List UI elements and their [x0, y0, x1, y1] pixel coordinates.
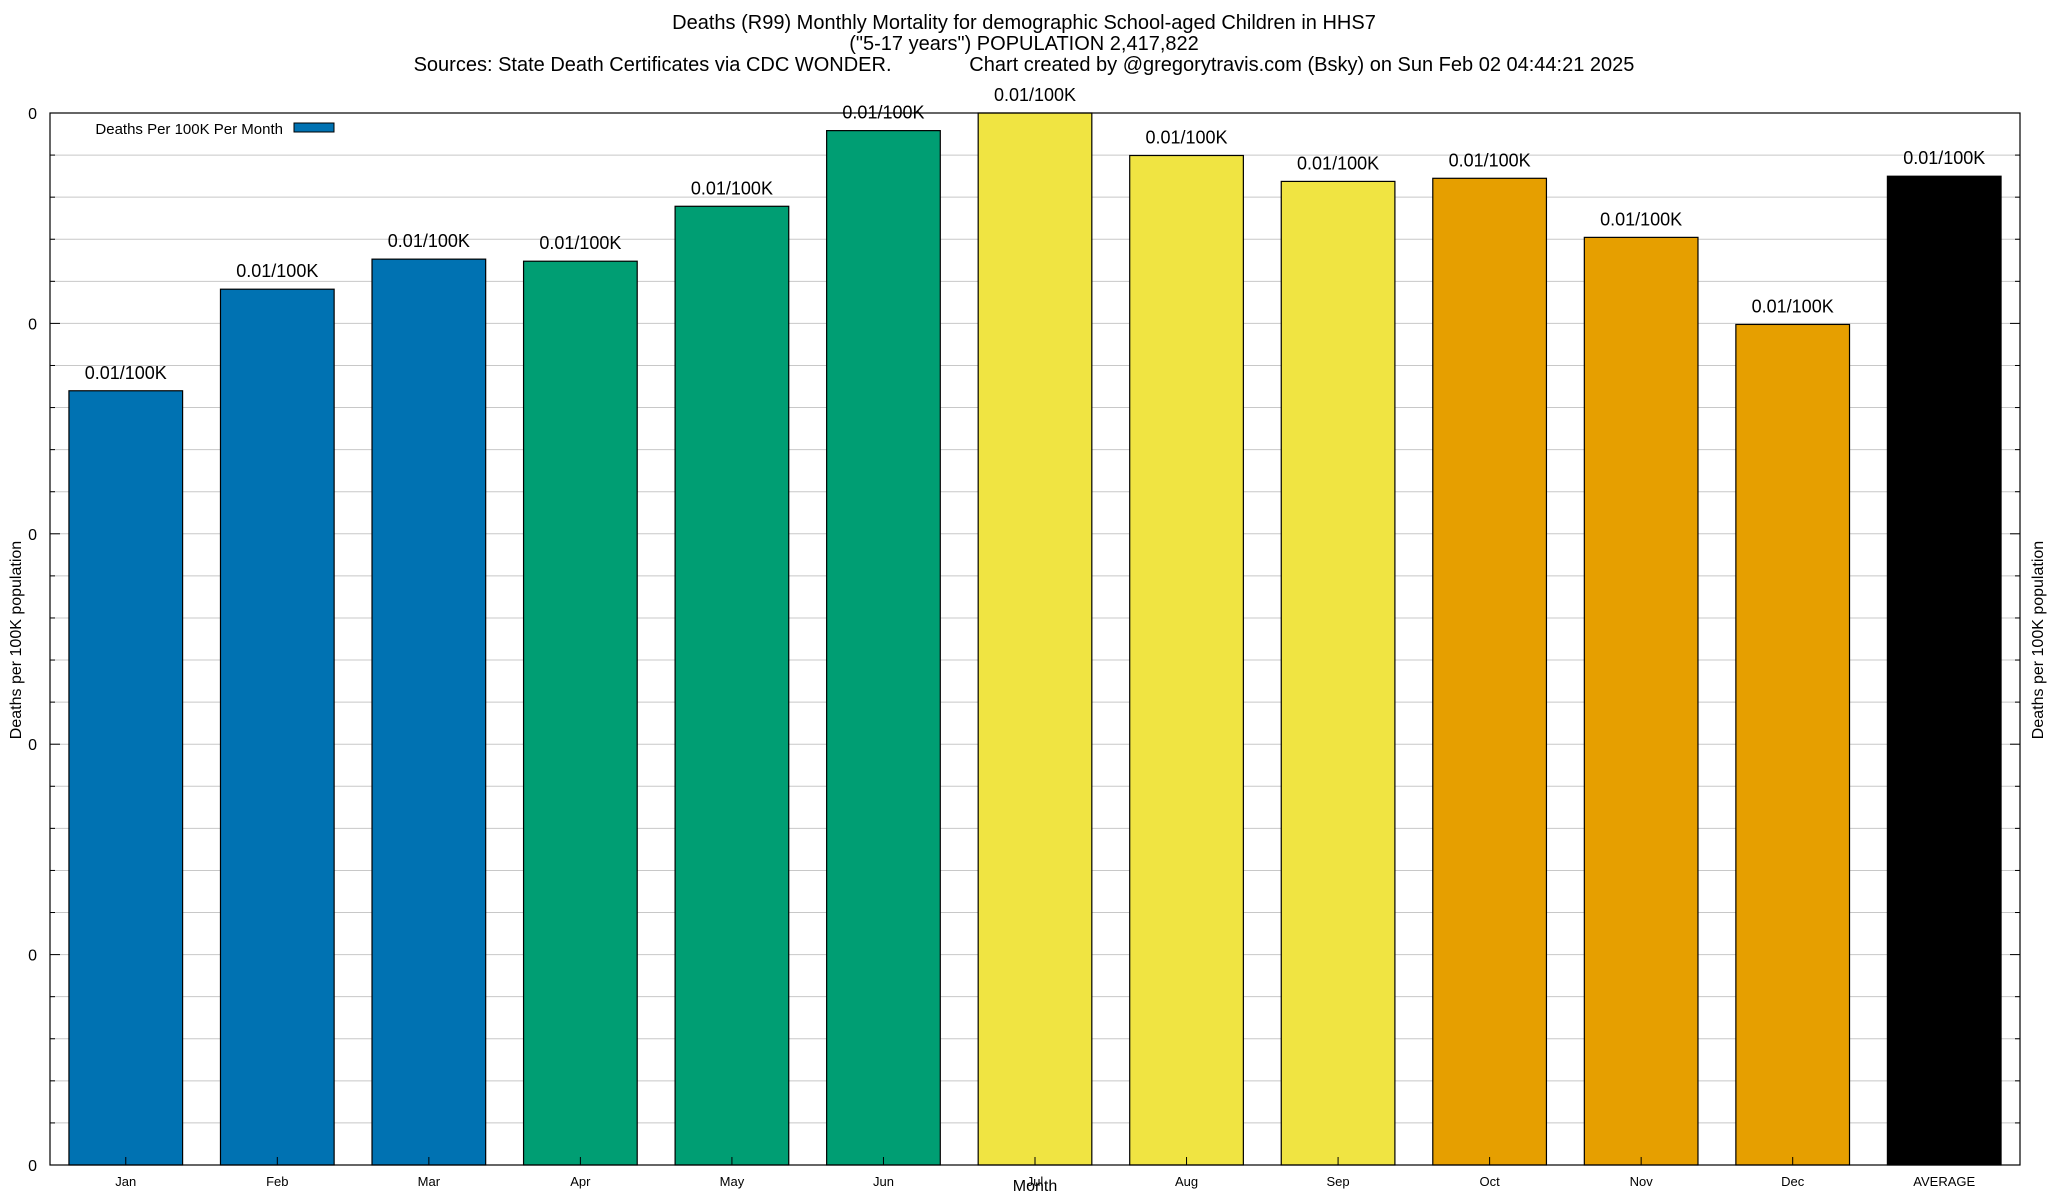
bar-jan [68, 390, 184, 1166]
x-tick-label: Mar [418, 1174, 441, 1189]
x-tick-label: Dec [1781, 1174, 1805, 1189]
chart-sources: Sources: State Death Certificates via CD… [413, 54, 1635, 76]
y-axis-title: Deaths per 100K population [8, 541, 25, 739]
data-label-average: 0.01/100K [1903, 148, 1985, 168]
y-tick-label: 0 [28, 1158, 37, 1175]
y2-axis-title: Deaths per 100K population [2030, 541, 2047, 739]
x-tick-label: Jun [873, 1174, 894, 1189]
bar-nov [1583, 236, 1699, 1166]
x-tick-label: Jul [1027, 1174, 1044, 1189]
bar-jul [977, 112, 1093, 1166]
data-label-aug: 0.01/100K [1145, 127, 1227, 147]
bar-sep [1280, 180, 1396, 1166]
x-tick-label: Apr [570, 1174, 591, 1189]
y-tick-label: 0 [28, 948, 37, 965]
bar-jun [826, 130, 941, 1166]
bar-oct [1432, 177, 1548, 1166]
x-tick-label: AVERAGE [1913, 1174, 1975, 1189]
x-tick-label: Nov [1630, 1174, 1654, 1189]
legend: Deaths Per 100K Per Month [95, 121, 335, 138]
chart-subtitle: ("5-17 years") POPULATION 2,417,822 [849, 33, 1199, 55]
chart-title: Deaths (R99) Monthly Mortality for demog… [672, 12, 1376, 34]
legend-label: Deaths Per 100K Per Month [95, 121, 283, 138]
data-label-oct: 0.01/100K [1449, 150, 1531, 170]
data-label-mar: 0.01/100K [388, 231, 470, 251]
bar-average [1886, 175, 2002, 1166]
data-label-nov: 0.01/100K [1600, 209, 1682, 229]
y-tick-label: 0 [28, 106, 37, 123]
x-tick-label: Aug [1175, 1174, 1198, 1189]
bar-aug [1129, 154, 1244, 1166]
bar-feb [219, 288, 335, 1166]
data-label-sep: 0.01/100K [1297, 153, 1379, 173]
x-tick-label: Jan [115, 1174, 136, 1189]
bars [68, 112, 2002, 1166]
y-tick-label: 0 [28, 737, 37, 754]
plot-frame [49, 112, 2021, 1166]
y-tick-label: 0 [28, 527, 37, 544]
bar-dec [1735, 323, 1851, 1166]
x-tick-label: Oct [1479, 1174, 1500, 1189]
bar-apr [522, 260, 638, 1166]
data-label-dec: 0.01/100K [1752, 296, 1834, 316]
data-label-feb: 0.01/100K [236, 261, 318, 281]
x-axis-title: Month [1013, 1178, 1057, 1195]
x-axis-ticks: Jan Feb Mar Apr May Jun Jul Aug Sep Oct Nov Dec AVER… [115, 1157, 1976, 1189]
data-label-apr: 0.01/100K [539, 233, 621, 253]
x-tick-label: May [720, 1174, 745, 1189]
legend-swatch [293, 122, 335, 133]
bar-may [674, 205, 790, 1166]
bar-mar [371, 258, 487, 1166]
y-tick-label: 0 [28, 316, 37, 333]
x-tick-label: Feb [266, 1174, 288, 1189]
data-labels: 0.01/100K 0.01/100K 0.01/100K 0.01/100K 0.01… [85, 85, 1986, 383]
y-axis-ticks: 0 0 0 0 0 0 [28, 106, 2020, 1175]
data-label-jul: 0.01/100K [994, 85, 1076, 105]
x-tick-label: Sep [1327, 1174, 1350, 1189]
data-label-may: 0.01/100K [691, 178, 773, 198]
data-label-jan: 0.01/100K [85, 363, 167, 383]
